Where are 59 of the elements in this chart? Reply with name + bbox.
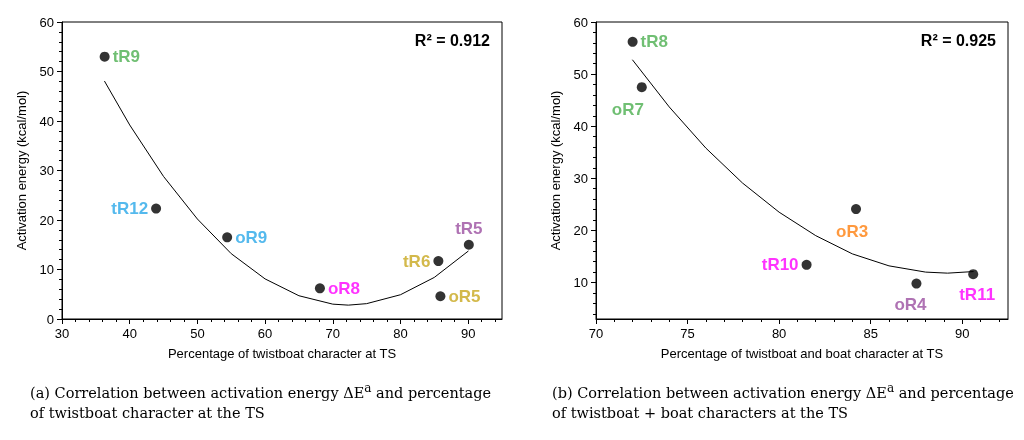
y-tick-label: 0 xyxy=(46,311,54,327)
point xyxy=(911,278,922,289)
y-tick-label: 30 xyxy=(39,163,54,178)
y-tick-label: 30 xyxy=(573,170,588,186)
y-tick-label: 10 xyxy=(573,275,588,291)
point xyxy=(435,291,446,302)
x-tick-label: 70 xyxy=(325,326,340,341)
annotation: tR9 xyxy=(112,47,141,67)
y-tick-label: 60 xyxy=(39,14,54,30)
x-axis-title: Percentage of twistboat and boat character at TS xyxy=(660,346,944,361)
annotation: tR8 xyxy=(640,32,669,52)
point xyxy=(151,203,162,214)
y-tick-label: 20 xyxy=(573,222,588,238)
y-tick-label: 10 xyxy=(39,262,54,277)
point xyxy=(433,256,444,267)
annotation: R² = 0.912 xyxy=(414,31,491,49)
y-axis-title: Activation energy (kcal/mol) xyxy=(14,90,29,251)
annotation: tR12 xyxy=(111,199,149,219)
x-tick-label: 40 xyxy=(122,326,137,341)
point xyxy=(99,51,110,62)
point xyxy=(627,36,638,47)
point xyxy=(968,269,979,280)
annotation: oR9 xyxy=(235,227,268,247)
y-tick-label: 50 xyxy=(573,66,588,82)
x-tick-label: 75 xyxy=(680,326,695,341)
point xyxy=(222,232,233,243)
point xyxy=(636,82,647,93)
point xyxy=(801,259,812,270)
annotation: R² = 0.925 xyxy=(920,31,997,49)
y-axis-title: Activation energy (kcal/mol) xyxy=(548,90,563,251)
x-tick-label: 90 xyxy=(954,326,970,341)
x-tick-label: 50 xyxy=(190,326,205,341)
annotation: tR10 xyxy=(761,255,799,275)
x-tick-label: 80 xyxy=(393,326,408,341)
text: (b) Correlation between activation energy ΔE$^{a}$ and percentage of twistboat + boat characters at the TS xyxy=(552,381,1014,421)
annotation: tR11 xyxy=(959,285,996,305)
x-tick-label: 80 xyxy=(771,326,787,341)
annotation: oR5 xyxy=(448,286,481,306)
x-tick-label: 70 xyxy=(588,326,604,341)
x-tick-label: 60 xyxy=(257,326,273,341)
y-tick-label: 40 xyxy=(39,113,54,129)
annotation: oR3 xyxy=(836,222,869,242)
x-tick-label: 90 xyxy=(460,326,476,341)
y-tick-label: 20 xyxy=(39,212,54,228)
x-tick-label: 30 xyxy=(54,326,70,341)
y-tick-label: 40 xyxy=(573,118,588,134)
annotation: tR5 xyxy=(455,218,483,238)
point xyxy=(314,283,325,294)
x-tick-label: 85 xyxy=(863,326,878,341)
x-axis-title: Percentage of twistboat character at TS xyxy=(167,346,397,361)
point xyxy=(851,204,862,215)
text: (a) Correlation between activation energy ΔE$^{a}$ and percentage of twistboat character at the TS xyxy=(30,381,492,421)
y-tick-label: 60 xyxy=(573,14,588,30)
annotation: oR7 xyxy=(611,100,644,120)
y-tick-label: 50 xyxy=(39,64,54,79)
annotation: oR4 xyxy=(894,294,928,314)
point xyxy=(463,239,474,250)
annotation: oR8 xyxy=(327,278,361,298)
annotation: tR6 xyxy=(402,251,431,271)
